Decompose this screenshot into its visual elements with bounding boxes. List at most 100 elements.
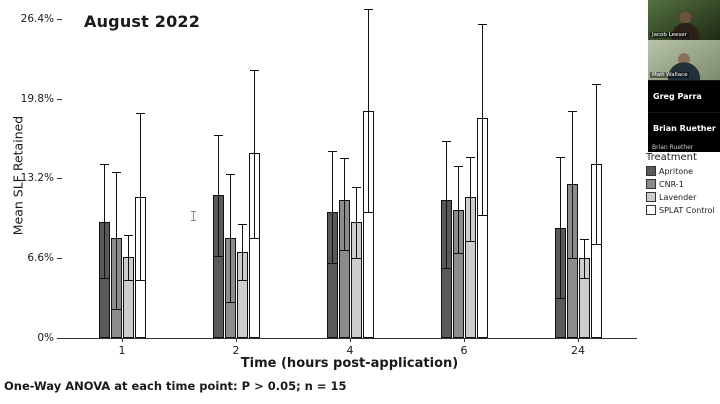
error-bar	[445, 140, 447, 268]
error-bar-cap	[465, 241, 475, 243]
error-bar	[559, 156, 561, 299]
y-tick-label: 0%	[37, 332, 54, 344]
error-bar-cap	[99, 277, 109, 279]
x-tick-label: 24	[571, 344, 585, 357]
error-bar-cap	[213, 255, 223, 257]
error-bar-cap	[327, 150, 337, 152]
x-tick-mark	[464, 338, 465, 342]
legend-label: Apritone	[659, 166, 694, 176]
error-bar-cap	[477, 23, 487, 25]
y-tick-mark	[57, 18, 62, 20]
error-bar-cap	[123, 235, 133, 237]
x-axis-label: Time (hours post-application)	[240, 356, 459, 371]
error-bar	[457, 166, 459, 254]
participant-name-label: Matt Wallace	[650, 72, 690, 78]
x-tick-label: 4	[346, 344, 354, 357]
legend-swatch	[646, 179, 656, 189]
participant-name-label: Greg Parra	[653, 92, 702, 101]
error-bar-cap	[453, 166, 463, 168]
y-tick-mark	[57, 338, 62, 339]
x-tick-mark	[122, 338, 123, 342]
y-tick-label: 26.4%	[20, 12, 54, 25]
error-bar-cap	[351, 258, 361, 260]
y-tick-mark	[57, 258, 62, 260]
error-bar-cap	[477, 214, 487, 216]
error-bar	[367, 9, 369, 213]
error-bar-cap	[225, 173, 235, 175]
error-bar-cap	[465, 156, 475, 158]
error-bar-cap	[441, 140, 451, 142]
participant-name-tile[interactable]: Greg Parra	[648, 80, 720, 112]
error-bar	[217, 134, 219, 256]
y-tick-mark	[57, 98, 62, 100]
error-bar-cap	[441, 267, 451, 269]
error-bar	[103, 163, 105, 278]
participant-name-label: Brian Ruether	[653, 124, 716, 133]
y-tick-label: 6.6%	[27, 252, 54, 265]
error-bar-cap	[249, 237, 259, 239]
participant-list: Jacob Leeser Matt Wallace Greg Parra Brian …	[648, 0, 720, 144]
error-bar-cap	[339, 249, 349, 251]
error-bar-cap	[579, 277, 589, 279]
legend-item: CNR-1	[646, 179, 718, 189]
error-bar-cap	[363, 212, 373, 214]
error-bar	[331, 150, 333, 264]
error-bar-cap	[237, 224, 247, 226]
legend-items: Apritone CNR-1 Lavender SPLAT Control	[646, 166, 718, 215]
error-bar	[343, 157, 345, 250]
x-tick-mark	[350, 338, 351, 342]
error-bar-cap	[363, 9, 373, 11]
y-tick-label: 13.2%	[20, 172, 54, 185]
legend-label: CNR-1	[659, 179, 684, 189]
participant-video[interactable]: Jacob Leeser	[648, 0, 720, 40]
error-bar	[595, 84, 597, 244]
legend-label: Lavender	[659, 192, 697, 202]
y-tick-mark	[57, 178, 62, 180]
error-bar-cap	[135, 279, 145, 281]
participant-video[interactable]: Matt Wallace	[648, 40, 720, 80]
error-bar-cap	[135, 113, 145, 115]
error-bar-cap	[225, 301, 235, 303]
error-bar	[583, 238, 585, 278]
legend-label: SPLAT Control	[659, 205, 715, 215]
error-bar-cap	[351, 186, 361, 188]
error-bar-cap	[99, 163, 109, 165]
error-bar	[139, 113, 141, 280]
legend-title: Treatment	[646, 152, 697, 163]
error-bar-cap	[327, 263, 337, 265]
error-bar-cap	[555, 298, 565, 300]
x-tick-label: 2	[232, 344, 240, 357]
chart-region: August 2022 Mean SLF Retained Time (hour…	[4, 8, 637, 393]
y-tick-label: 19.8%	[20, 92, 54, 105]
error-bar-cap	[111, 308, 121, 310]
error-bar	[241, 224, 243, 280]
error-bar-cap	[249, 69, 259, 71]
error-bar	[469, 156, 471, 242]
x-tick-mark	[236, 338, 237, 342]
legend: Treatment Apritone CNR-1 Lavender SPLAT Con…	[646, 152, 718, 218]
error-bar-cap	[579, 238, 589, 240]
error-bar	[571, 110, 573, 259]
error-bar-cap	[339, 157, 349, 159]
video-call-sidebar: Jacob Leeser Matt Wallace Greg Parra Brian …	[648, 0, 720, 152]
error-bar-cap	[123, 279, 133, 281]
participant-name-tile[interactable]: Brian Ruether	[648, 112, 720, 144]
x-tick-label: 6	[460, 344, 468, 357]
chart-title: August 2022	[84, 12, 201, 31]
error-bar-cap	[555, 156, 565, 158]
error-bar-cap	[591, 84, 601, 86]
anova-note: One-Way ANOVA at each time point: P > 0.…	[4, 379, 347, 393]
legend-item: SPLAT Control	[646, 205, 718, 215]
participant-name-label: Jacob Leeser	[650, 32, 689, 38]
error-bar	[355, 186, 357, 259]
x-tick-mark	[578, 338, 579, 342]
error-bar-cap	[567, 258, 577, 260]
error-bar	[127, 235, 129, 280]
error-bar-cap	[591, 243, 601, 245]
x-tick-label: 1	[118, 344, 126, 357]
mouse-cursor	[190, 211, 197, 221]
error-bar-cap	[237, 279, 247, 281]
legend-swatch	[646, 205, 656, 215]
legend-item: Apritone	[646, 166, 718, 176]
plot-area	[62, 8, 637, 339]
